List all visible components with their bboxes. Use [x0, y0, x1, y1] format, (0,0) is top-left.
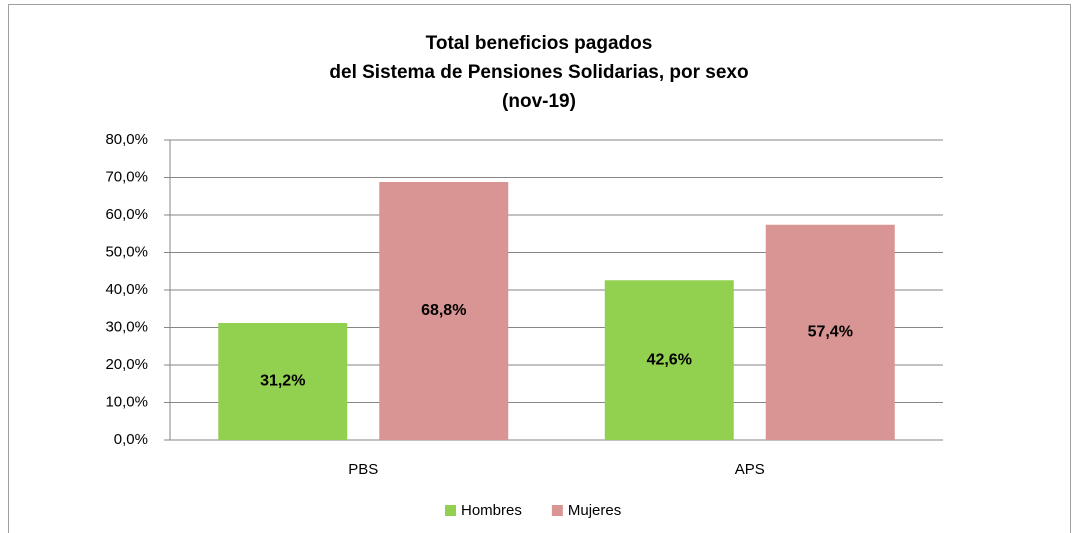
value-label: 42,6%	[647, 351, 692, 368]
legend-swatch	[551, 505, 563, 516]
value-label: 31,2%	[260, 373, 305, 390]
legend-label: Mujeres	[568, 502, 621, 519]
value-label: 57,4%	[808, 324, 853, 341]
bar	[379, 182, 509, 440]
y-tick-label: 40,0%	[105, 281, 148, 298]
bar	[218, 323, 348, 440]
y-tick-label: 0,0%	[114, 431, 148, 448]
chart-title: (nov-19)	[502, 91, 576, 112]
bar	[765, 224, 895, 440]
y-tick-label: 80,0%	[105, 131, 148, 148]
y-tick-label: 30,0%	[105, 318, 148, 335]
value-label: 68,8%	[421, 302, 466, 319]
x-tick-label: APS	[735, 461, 765, 478]
y-tick-label: 20,0%	[105, 356, 148, 373]
y-tick-label: 10,0%	[105, 393, 148, 410]
bar	[604, 280, 734, 440]
y-tick-label: 50,0%	[105, 243, 148, 260]
y-tick-label: 70,0%	[105, 168, 148, 185]
legend-label: Hombres	[461, 502, 522, 519]
x-tick-label: PBS	[348, 461, 378, 478]
chart-border	[8, 4, 1071, 533]
chart-title: Total beneficios pagados	[426, 33, 653, 54]
y-tick-label: 60,0%	[105, 206, 148, 223]
chart-title: del Sistema de Pensiones Solidarias, por…	[329, 62, 748, 83]
legend-swatch	[445, 505, 456, 516]
